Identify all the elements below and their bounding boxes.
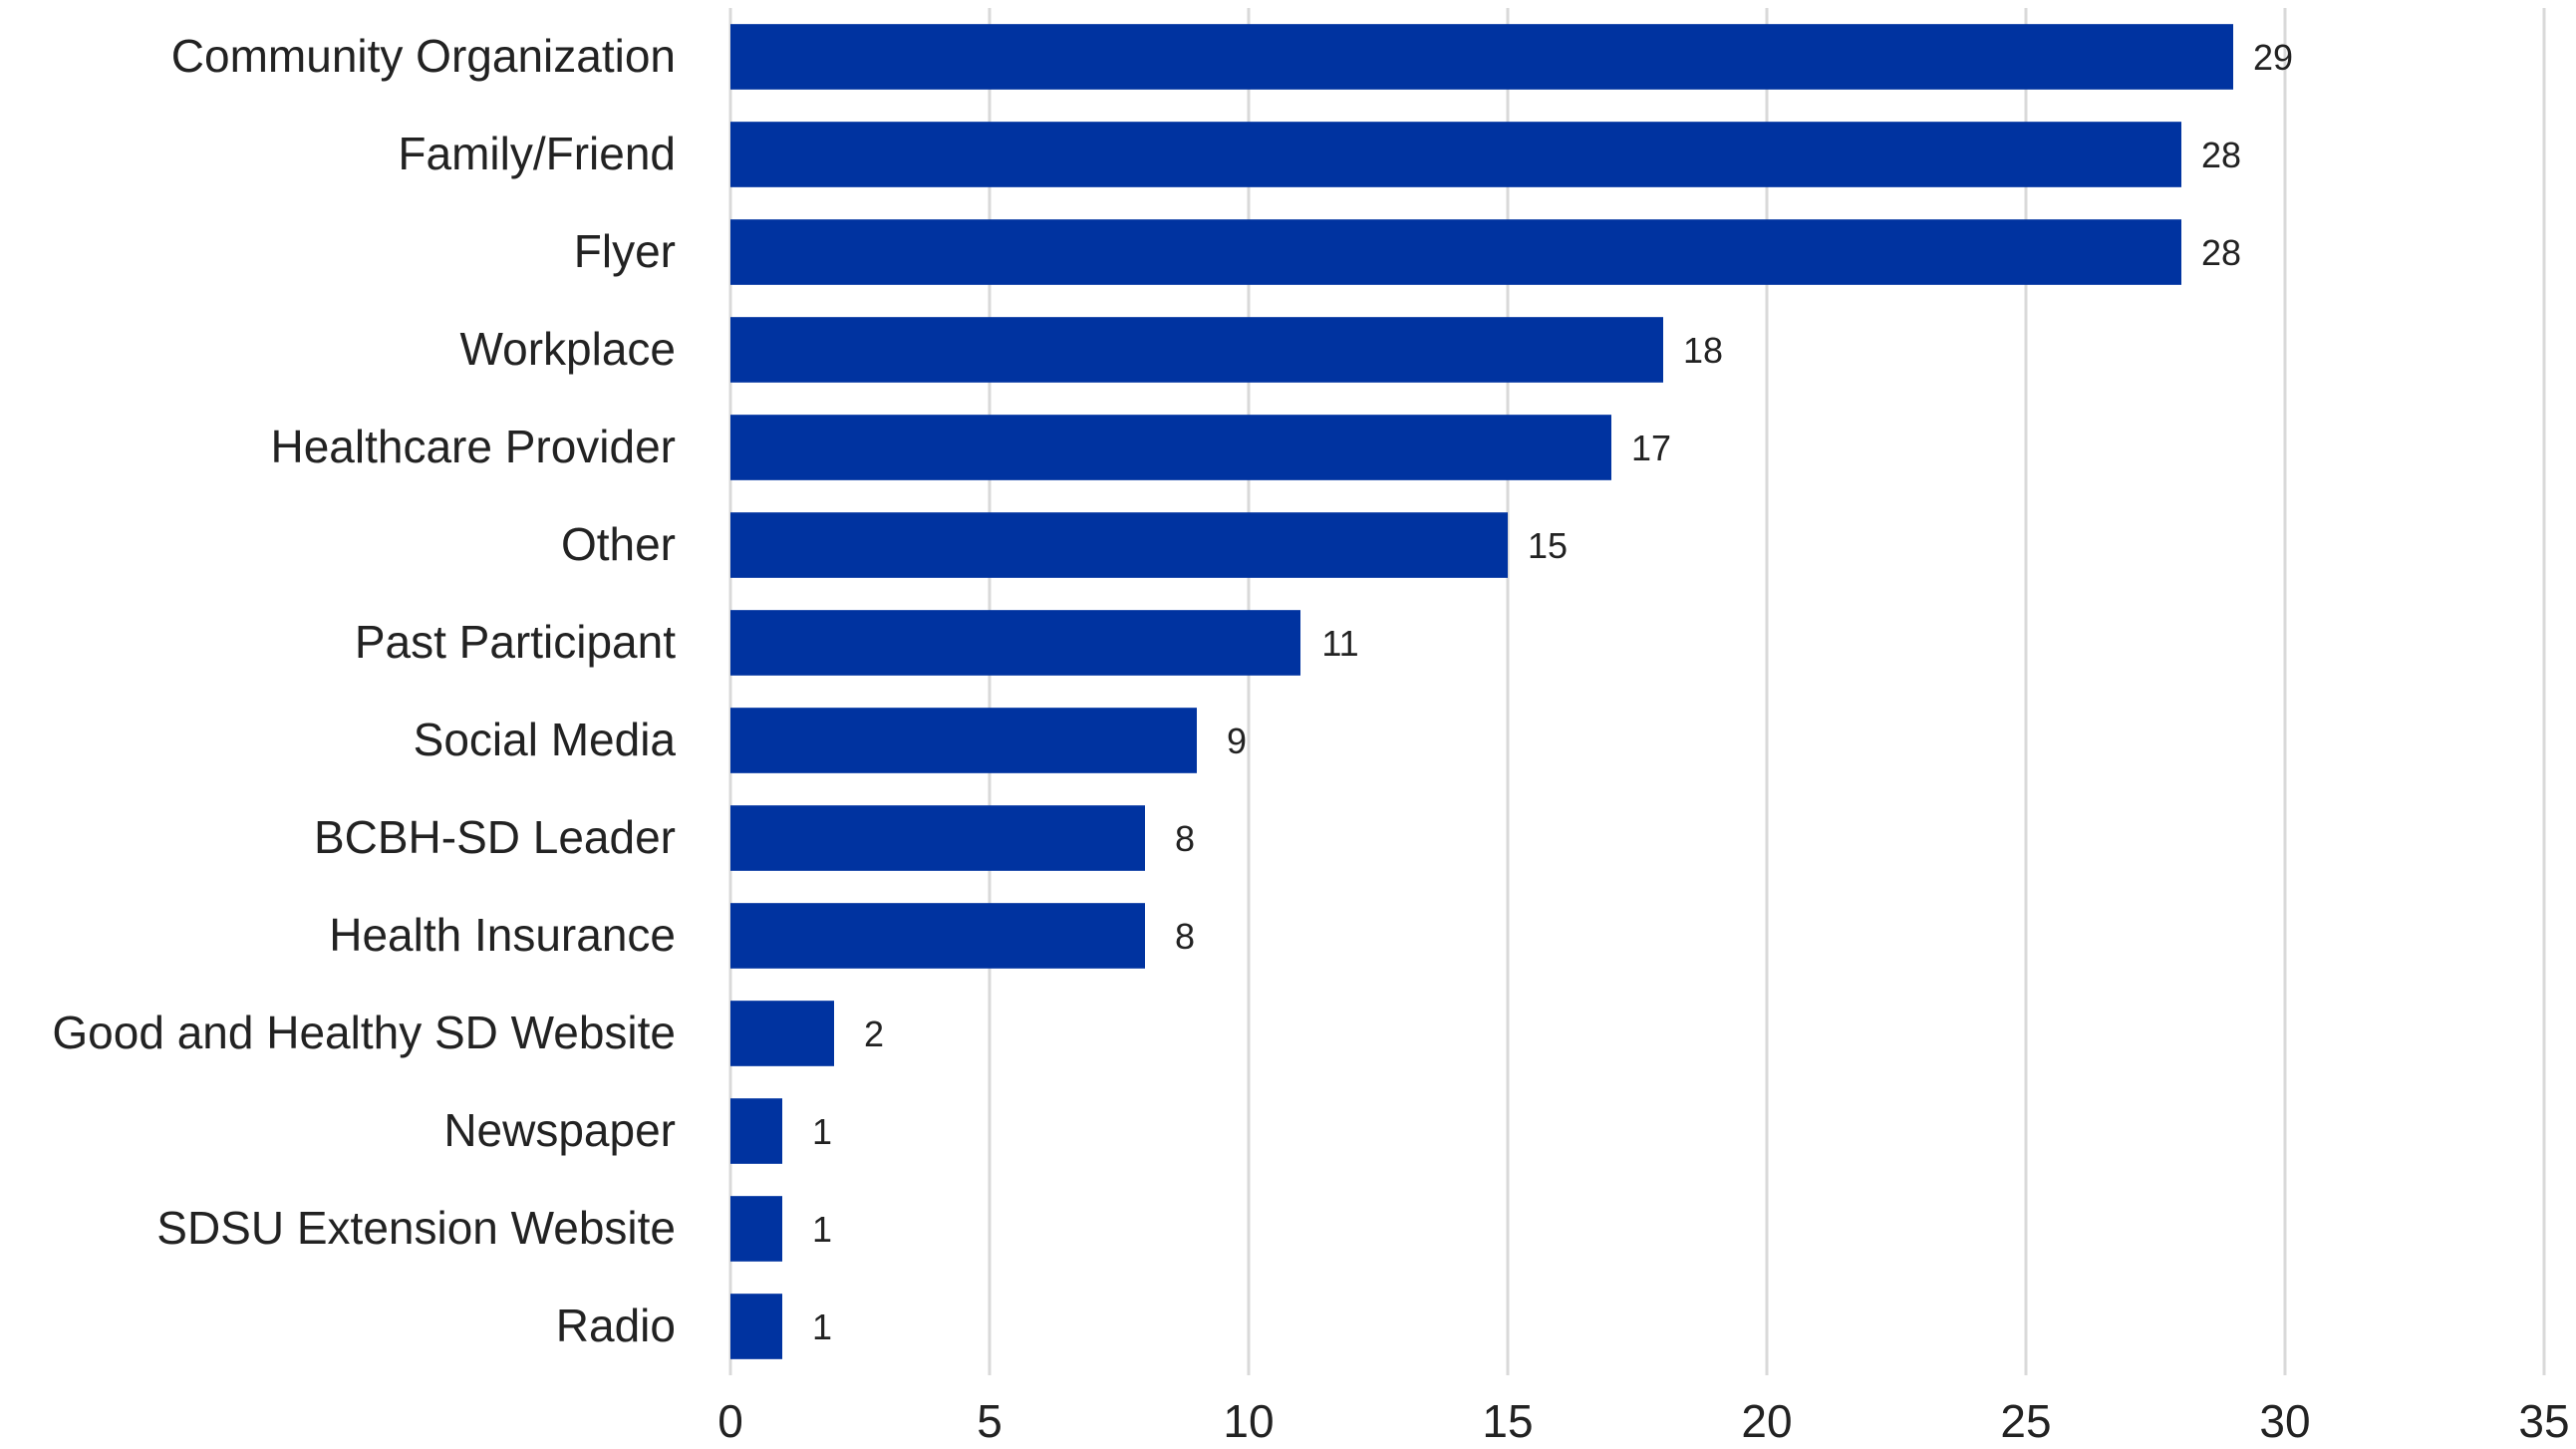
bar [730, 24, 2233, 90]
bar [730, 317, 1663, 383]
category-label: BCBH-SD Leader [314, 811, 676, 863]
category-label: Radio [556, 1300, 676, 1351]
value-label: 1 [812, 1209, 832, 1250]
x-tick-label: 5 [977, 1395, 1002, 1447]
category-label: SDSU Extension Website [156, 1202, 676, 1254]
category-label: Community Organization [171, 30, 676, 82]
value-label: 11 [1321, 623, 1358, 664]
value-label: 1 [812, 1306, 832, 1347]
category-label: Family/Friend [398, 128, 676, 179]
bar [730, 219, 2181, 285]
category-labels: Community Organization Family/Friend Flyer… [52, 30, 676, 1351]
bar [730, 903, 1145, 969]
bar [730, 512, 1508, 578]
value-label: 28 [2201, 135, 2241, 175]
category-label: Newspaper [443, 1104, 676, 1156]
category-label: Social Media [414, 714, 677, 765]
value-label: 8 [1175, 818, 1195, 859]
value-label: 9 [1227, 721, 1247, 761]
x-tick-label: 30 [2259, 1395, 2310, 1447]
x-tick-label: 20 [1741, 1395, 1792, 1447]
bar [730, 122, 2181, 187]
category-label: Other [561, 518, 676, 570]
value-label: 28 [2201, 232, 2241, 273]
bar [730, 1001, 834, 1066]
gridlines [728, 8, 2546, 1375]
value-label: 1 [812, 1111, 832, 1152]
x-tick-label: 0 [717, 1395, 743, 1447]
x-tick-label: 25 [2000, 1395, 2051, 1447]
x-tick-label: 15 [1482, 1395, 1533, 1447]
category-label: Flyer [574, 225, 676, 277]
value-label: 17 [1631, 428, 1671, 468]
bars [730, 24, 2233, 1359]
bar [730, 708, 1197, 773]
category-label: Good and Healthy SD Website [52, 1007, 676, 1058]
bar [730, 610, 1300, 676]
bar [730, 805, 1145, 871]
value-label: 2 [864, 1014, 884, 1054]
bar [730, 1294, 782, 1359]
bar [730, 415, 1611, 480]
bar [730, 1098, 782, 1164]
bar [730, 1196, 782, 1262]
x-tick-label: 10 [1223, 1395, 1274, 1447]
x-tick-label: 35 [2518, 1395, 2569, 1447]
category-label: Healthcare Provider [270, 421, 676, 472]
category-label: Past Participant [355, 616, 676, 668]
value-label: 29 [2253, 37, 2293, 78]
value-label: 18 [1683, 330, 1723, 371]
value-label: 8 [1175, 916, 1195, 957]
category-label: Workplace [460, 323, 676, 375]
x-axis-tick-labels: 0 5 10 15 20 25 30 35 [717, 1395, 2569, 1447]
category-label: Health Insurance [329, 909, 676, 961]
value-label: 15 [1528, 525, 1568, 566]
